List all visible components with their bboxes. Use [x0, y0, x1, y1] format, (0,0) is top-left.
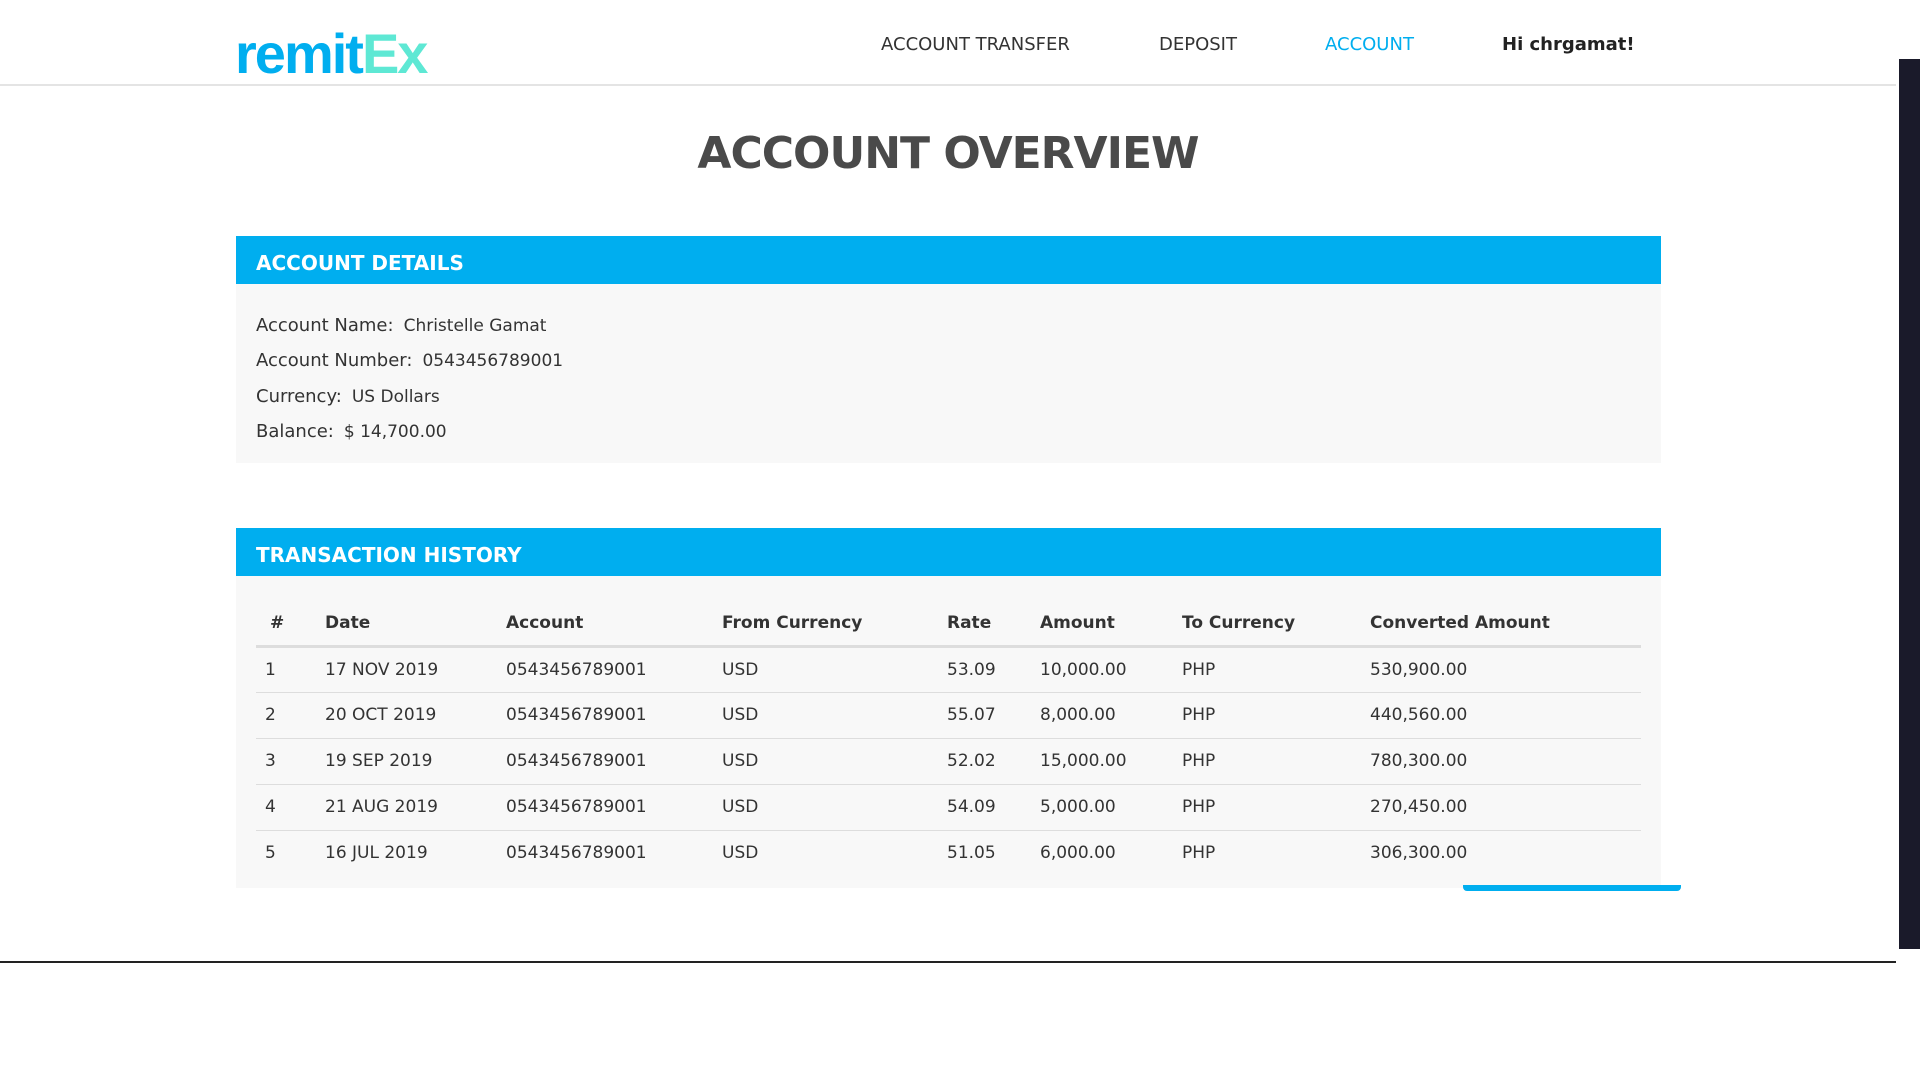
table-header-row: # Date Account From Currency Rate Amount To Cu… — [256, 602, 1641, 648]
table-cell: USD — [722, 843, 759, 864]
account-name-row: Account Name: Christelle Gamat — [256, 315, 547, 336]
table-cell: 15,000.00 — [1040, 738, 1182, 785]
table-row: 3 19 SEP 2019 0543456789001 USD 52.02 15,000.… — [256, 738, 1641, 785]
table-cell: 270,450.00 — [1370, 784, 1641, 831]
table-cell: 52.02 — [947, 738, 1040, 785]
table-cell: 440,560.00 — [1370, 692, 1641, 739]
column-header: Converted Amount — [1370, 602, 1641, 648]
table-cell: PHP — [1182, 738, 1370, 785]
column-header: Rate — [947, 602, 1040, 648]
account-details-panel: ACCOUNT DETAILS Account Name: Christelle … — [236, 236, 1661, 463]
user-greeting[interactable]: Hi chrgamat! — [1502, 34, 1635, 55]
transaction-table: # Date Account From Currency Rate Amount To Cu… — [256, 602, 1641, 876]
column-header: Date — [325, 602, 506, 648]
balance-row: Balance: $ 14,700.00 — [256, 421, 447, 442]
table-cell: 10,000.00 — [1040, 646, 1182, 693]
table-cell: USD — [722, 646, 947, 693]
table-cell: 0543456789001 — [506, 784, 722, 831]
table-row: 2 20 OCT 2019 0543456789001 USD 55.07 8,000.0… — [256, 692, 1641, 739]
table-cell: 530,900.00 — [1370, 646, 1641, 693]
table-cell: 53.09 — [947, 646, 1040, 693]
column-header: Account — [506, 602, 722, 648]
currency-row: Currency: US Dollars — [256, 386, 440, 407]
table-cell: USD — [722, 784, 947, 831]
column-header: From Currency — [722, 602, 947, 648]
table-cell: 51.05 — [947, 843, 996, 864]
table-cell: 780,300.00 — [1370, 738, 1641, 785]
table-cell: 0543456789001 — [506, 843, 647, 864]
accent-bar — [1463, 885, 1681, 891]
table-cell: 55.07 — [947, 692, 1040, 739]
table-row: 5 16 JUL 2019 0543456789001 USD 51.05 6,000.0… — [256, 830, 1641, 876]
table-cell: 0543456789001 — [506, 646, 722, 693]
table-cell: PHP — [1182, 692, 1370, 739]
remitex-logo[interactable]: remitEx — [235, 22, 428, 85]
table-cell: 20 OCT 2019 — [325, 692, 506, 739]
table-cell: PHP — [1182, 646, 1370, 693]
table-cell: 4 — [256, 784, 325, 831]
table-cell: 8,000.00 — [1040, 692, 1182, 739]
nav-deposit[interactable]: DEPOSIT — [1159, 34, 1237, 55]
footer-divider — [0, 961, 1896, 963]
column-header: Amount — [1040, 602, 1182, 648]
table-cell: 5,000.00 — [1040, 784, 1182, 831]
table-cell: 19 SEP 2019 — [325, 738, 506, 785]
table-cell: 3 — [256, 738, 325, 785]
side-scrollbar[interactable] — [1899, 59, 1920, 949]
table-cell: 54.09 — [947, 784, 1040, 831]
table-cell: 0543456789001 — [506, 692, 722, 739]
table-cell: 16 JUL 2019 — [325, 843, 428, 864]
nav-account-transfer[interactable]: ACCOUNT TRANSFER — [881, 34, 1070, 55]
table-cell: 17 NOV 2019 — [325, 646, 506, 693]
column-header: To Currency — [1182, 602, 1370, 648]
transaction-history-heading: TRANSACTION HISTORY — [236, 528, 1661, 576]
table-cell: 1 — [256, 646, 325, 693]
column-header: # — [256, 602, 325, 648]
table-row: 1 17 NOV 2019 0543456789001 USD 53.09 10,000.… — [256, 646, 1641, 693]
nav-account[interactable]: ACCOUNT — [1325, 34, 1414, 55]
table-cell: 21 AUG 2019 — [325, 784, 506, 831]
table-cell: USD — [722, 692, 947, 739]
table-cell: 2 — [256, 692, 325, 739]
table-cell: 6,000.00 — [1040, 843, 1116, 864]
top-nav: remitEx ACCOUNT TRANSFER DEPOSIT ACCOUNT… — [0, 0, 1896, 86]
page-title: ACCOUNT OVERVIEW — [697, 128, 1199, 179]
table-cell: PHP — [1182, 843, 1216, 864]
table-cell: 5 — [265, 843, 276, 864]
table-row: 4 21 AUG 2019 0543456789001 USD 54.09 5,000.0… — [256, 784, 1641, 831]
transaction-history-panel: TRANSACTION HISTORY # Date Account From Cur… — [236, 528, 1661, 888]
table-cell: 306,300.00 — [1370, 843, 1468, 864]
table-cell: USD — [722, 738, 947, 785]
table-cell: 0543456789001 — [506, 738, 722, 785]
account-details-heading: ACCOUNT DETAILS — [236, 236, 1661, 284]
account-number-row: Account Number: 0543456789001 — [256, 350, 564, 371]
table-cell: PHP — [1182, 784, 1370, 831]
